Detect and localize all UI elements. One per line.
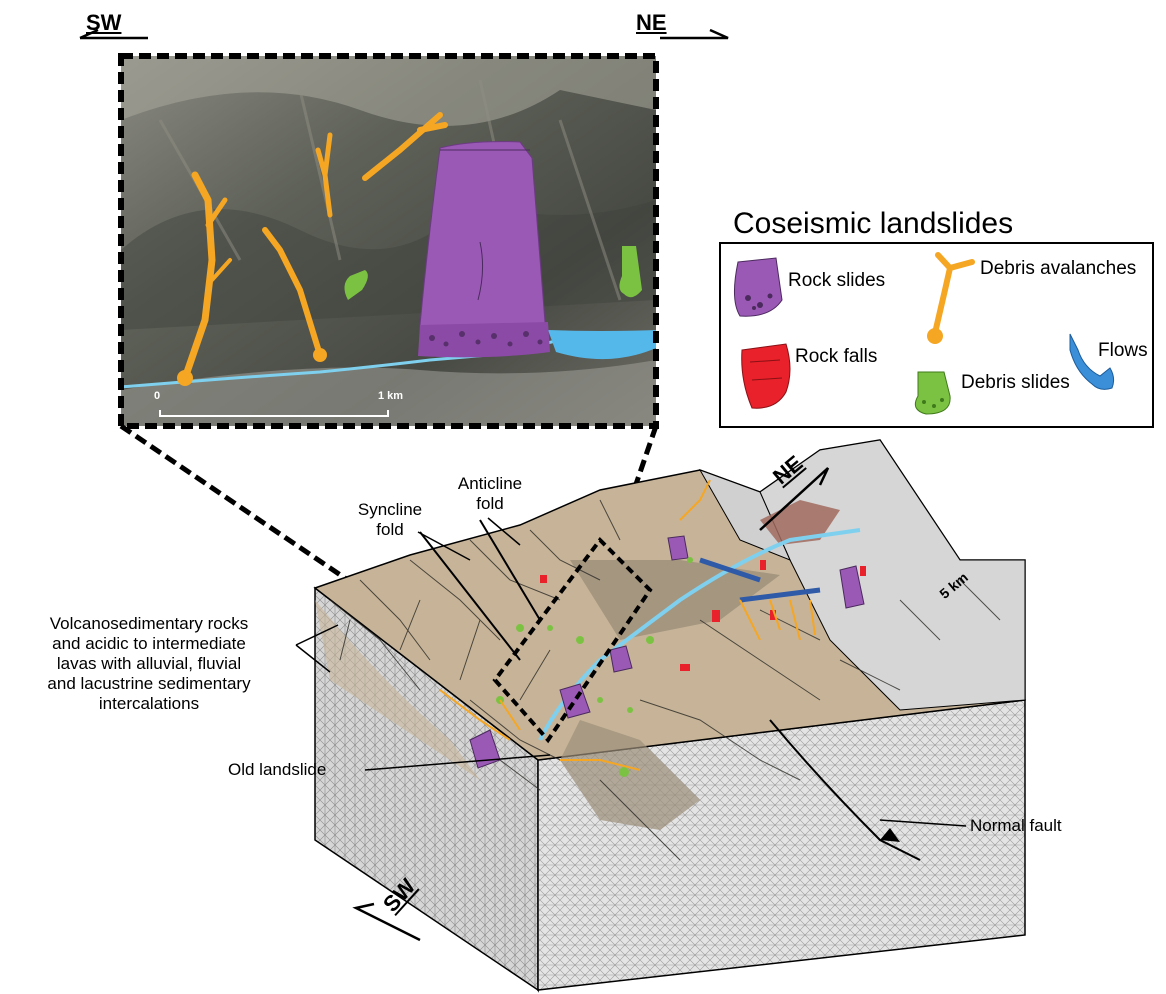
legend-rock-slides-symbol <box>734 257 783 317</box>
legend-rock-slides-label: Rock slides <box>788 270 886 291</box>
normal-fault-label: Normal fault <box>970 816 1062 835</box>
block-rock-falls <box>540 560 866 671</box>
geologic-block <box>313 439 1026 993</box>
legend-debris-avalanches-label: Debris avalanches <box>980 258 1137 279</box>
legend-flows-label: Flows <box>1098 340 1148 361</box>
inset-debris-slide <box>619 246 642 298</box>
inset-ne-label: NE <box>636 10 667 35</box>
inset-debris-avalanches <box>181 112 448 382</box>
block-ne-arrow <box>759 467 830 531</box>
inset-panel <box>118 53 659 429</box>
legend-debris-slides-symbol <box>914 371 951 415</box>
block-debris-avalanches <box>439 479 816 771</box>
legend-title: Coseismic landslides <box>733 207 1014 240</box>
inset-sw-label: SW <box>86 10 122 35</box>
block-flows <box>699 557 821 603</box>
legend-panel <box>719 242 1154 428</box>
scale-start-label: 0 <box>154 390 161 402</box>
leader-lines <box>295 517 967 827</box>
block-sw-arrow <box>352 902 421 942</box>
inset-sw-arrow <box>79 28 148 40</box>
block-rock-slides <box>469 535 865 769</box>
legend-rock-falls-symbol <box>741 343 791 409</box>
valley-floor <box>570 560 780 640</box>
legend-debris-slides-label: Debris slides <box>961 372 1070 393</box>
anticline-axis <box>479 519 541 621</box>
normal-fault-line <box>769 719 921 861</box>
scale-end-label: 1 km <box>378 390 404 402</box>
inset-flow-lake <box>548 330 656 360</box>
old-landslide-label: Old landslide <box>228 760 327 779</box>
volcanosedimentary-label: Volcanosedimentary rocks and acidic to i… <box>47 614 251 713</box>
anticline-label: Anticline fold <box>457 474 523 513</box>
legend-rock-falls-label: Rock falls <box>795 346 878 367</box>
syncline-axis <box>419 531 521 661</box>
legend-flows-symbol <box>1069 333 1115 390</box>
legend-debris-avalanches-symbol <box>927 252 975 344</box>
inset-ne-arrow <box>660 28 729 40</box>
inset-rock-slide <box>418 141 550 358</box>
syncline-label: Syncline fold <box>357 500 423 539</box>
inset-debris-slide <box>344 270 368 300</box>
scale-bar <box>159 410 389 417</box>
inset-border <box>118 53 659 429</box>
inset-footprint <box>492 536 653 744</box>
